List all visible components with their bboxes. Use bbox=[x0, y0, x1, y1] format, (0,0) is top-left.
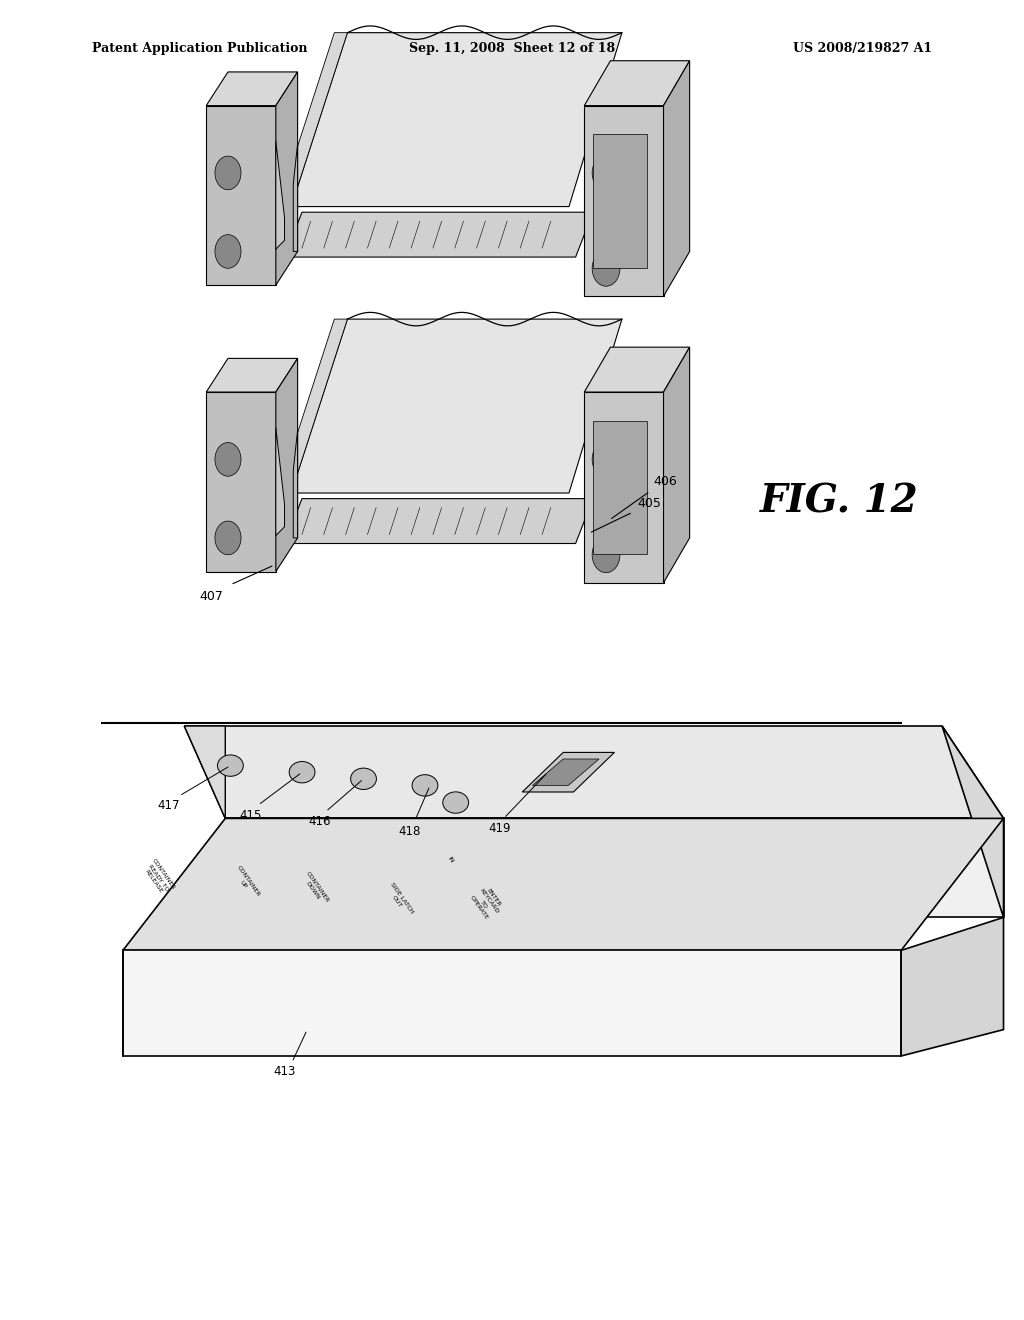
Text: 419: 419 bbox=[488, 822, 511, 836]
Polygon shape bbox=[291, 33, 622, 207]
Polygon shape bbox=[664, 61, 689, 297]
Circle shape bbox=[215, 156, 241, 190]
Circle shape bbox=[215, 235, 241, 268]
Polygon shape bbox=[585, 106, 664, 297]
Ellipse shape bbox=[350, 768, 377, 789]
Polygon shape bbox=[225, 818, 1004, 917]
Polygon shape bbox=[285, 213, 593, 257]
Polygon shape bbox=[593, 421, 646, 554]
Polygon shape bbox=[285, 499, 593, 544]
Polygon shape bbox=[593, 135, 646, 268]
Text: US 2008/219827 A1: US 2008/219827 A1 bbox=[793, 42, 932, 55]
Circle shape bbox=[215, 521, 241, 554]
Polygon shape bbox=[275, 428, 285, 536]
Circle shape bbox=[592, 441, 620, 478]
Polygon shape bbox=[291, 319, 622, 494]
Text: CONTAINER
READY TO
RELEASE: CONTAINER READY TO RELEASE bbox=[141, 858, 176, 898]
Polygon shape bbox=[206, 71, 298, 106]
Text: Sep. 11, 2008  Sheet 12 of 18: Sep. 11, 2008 Sheet 12 of 18 bbox=[409, 42, 615, 55]
Polygon shape bbox=[206, 106, 275, 285]
Circle shape bbox=[592, 251, 620, 286]
Text: FIG. 12: FIG. 12 bbox=[761, 483, 919, 520]
Ellipse shape bbox=[442, 792, 469, 813]
Polygon shape bbox=[293, 144, 298, 251]
Polygon shape bbox=[532, 759, 599, 785]
Ellipse shape bbox=[217, 755, 244, 776]
Polygon shape bbox=[293, 430, 298, 539]
Polygon shape bbox=[585, 392, 664, 583]
Polygon shape bbox=[279, 33, 347, 207]
Polygon shape bbox=[942, 726, 1004, 917]
Text: SIDE LATCH
OUT: SIDE LATCH OUT bbox=[384, 882, 415, 917]
Polygon shape bbox=[901, 917, 1004, 1056]
Text: ENTER
KEYCARD
TO
OPERATE: ENTER KEYCARD TO OPERATE bbox=[469, 884, 504, 921]
Polygon shape bbox=[123, 950, 901, 1056]
Text: Patent Application Publication: Patent Application Publication bbox=[92, 42, 307, 55]
Text: 417: 417 bbox=[158, 799, 180, 812]
Polygon shape bbox=[275, 141, 285, 249]
Polygon shape bbox=[279, 319, 347, 494]
Text: 413: 413 bbox=[273, 1065, 296, 1078]
Text: 415: 415 bbox=[240, 809, 262, 822]
Text: 416: 416 bbox=[308, 814, 331, 828]
Polygon shape bbox=[275, 359, 298, 572]
Polygon shape bbox=[522, 752, 614, 792]
Polygon shape bbox=[206, 359, 298, 392]
Polygon shape bbox=[184, 726, 225, 818]
Circle shape bbox=[592, 537, 620, 573]
Text: 405: 405 bbox=[637, 496, 660, 510]
Polygon shape bbox=[585, 61, 689, 106]
Ellipse shape bbox=[289, 762, 315, 783]
Text: 406: 406 bbox=[653, 475, 677, 488]
Text: 418: 418 bbox=[398, 825, 421, 838]
Text: CONTAINER
UP: CONTAINER UP bbox=[230, 865, 261, 900]
Polygon shape bbox=[206, 392, 275, 572]
Text: CONTAINER
DOWN: CONTAINER DOWN bbox=[300, 871, 331, 907]
Polygon shape bbox=[275, 71, 298, 285]
Polygon shape bbox=[123, 818, 1004, 950]
Text: 407: 407 bbox=[200, 590, 223, 603]
Circle shape bbox=[592, 154, 620, 191]
Polygon shape bbox=[184, 726, 1004, 818]
Circle shape bbox=[215, 442, 241, 477]
Text: IN: IN bbox=[446, 855, 455, 863]
Ellipse shape bbox=[412, 775, 438, 796]
Polygon shape bbox=[585, 347, 689, 392]
Polygon shape bbox=[664, 347, 689, 583]
